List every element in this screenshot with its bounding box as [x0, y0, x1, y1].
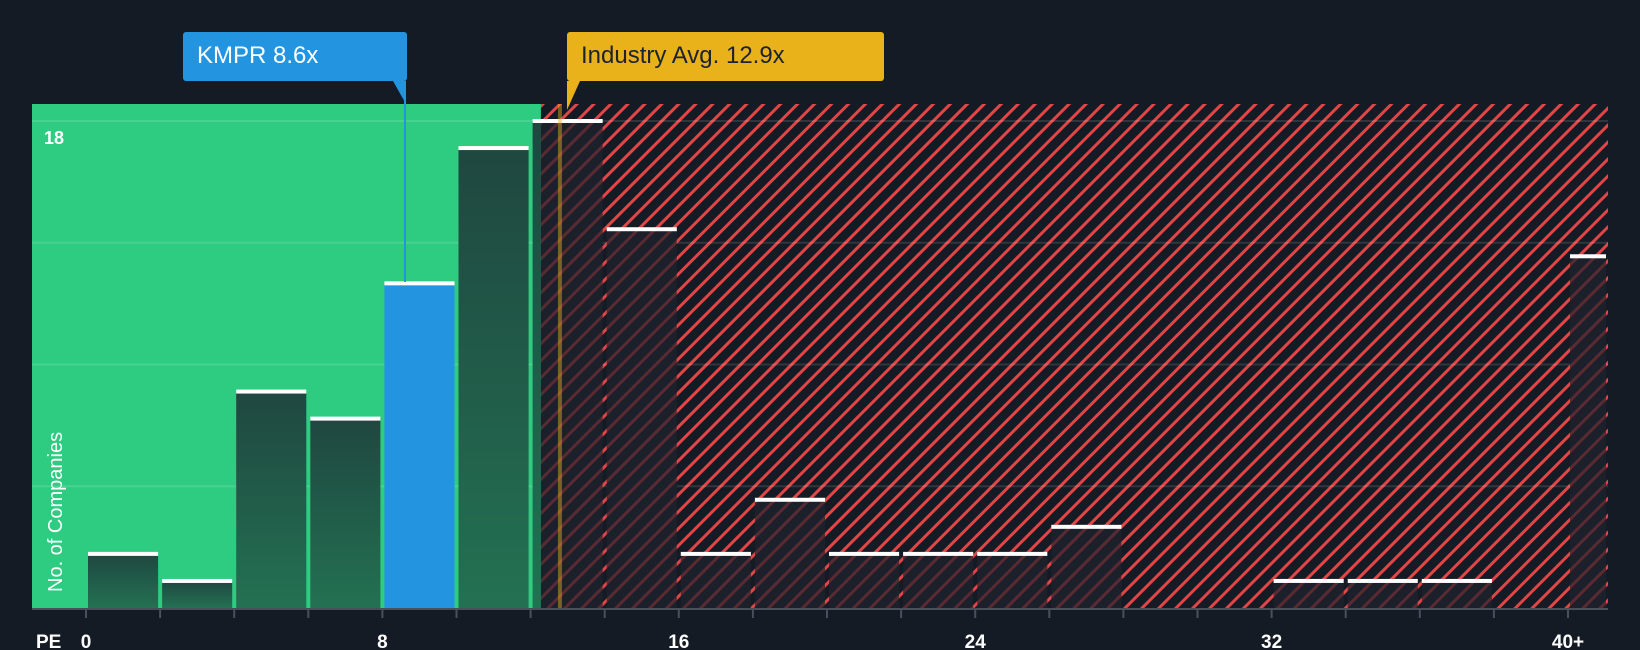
- bar-cap: [903, 551, 974, 556]
- company-pe-callout: KMPR 8.6x: [183, 32, 407, 81]
- bar-cap: [1051, 524, 1122, 529]
- markers: [393, 81, 580, 608]
- x-axis: 0 8 16 24 32 40+: [32, 608, 1608, 650]
- y-max-label: 18: [44, 128, 64, 148]
- x-tick-label: 32: [1261, 632, 1282, 650]
- histogram-bar: [829, 553, 900, 608]
- x-tick-label: 8: [377, 632, 388, 650]
- histogram-bar: [754, 499, 825, 608]
- histogram-bar: [458, 148, 529, 609]
- bar-cap: [1570, 254, 1606, 259]
- histogram-bar: [310, 418, 381, 608]
- histogram-bar: [88, 553, 159, 608]
- histogram-bar: [236, 391, 307, 608]
- industry-callout-pointer: [567, 81, 580, 110]
- industry-average-callout: Industry Avg. 12.9x: [567, 32, 884, 81]
- bar-cap: [754, 497, 825, 502]
- bar-cap: [310, 416, 381, 421]
- histogram-bar: [162, 580, 233, 608]
- bar-cap: [680, 551, 751, 556]
- bar-cap: [829, 551, 900, 556]
- bar-cap: [977, 551, 1048, 556]
- bar-cap: [384, 281, 455, 286]
- bar-cap: [532, 119, 603, 123]
- histogram-bar: [1347, 580, 1418, 608]
- bar-cap: [162, 578, 233, 583]
- histogram-bar: [977, 553, 1048, 608]
- histogram-bar: [532, 121, 541, 608]
- y-axis-title: No. of Companies: [45, 432, 67, 592]
- bar-cap: [458, 146, 529, 151]
- x-axis-title: PE: [36, 632, 61, 650]
- bar-cap: [1347, 578, 1418, 583]
- histogram-bar: [384, 283, 455, 608]
- company-callout-pointer: [393, 81, 406, 104]
- above-average-region: [540, 104, 1608, 608]
- histogram-bar: [1051, 526, 1122, 608]
- histogram-bar: [1421, 580, 1492, 608]
- x-tick-label: 24: [965, 632, 987, 650]
- bar-cap: [236, 389, 307, 394]
- bars: [88, 119, 1606, 609]
- x-tick-label: 16: [668, 632, 689, 650]
- bar-cap: [1421, 578, 1492, 583]
- histogram-bar: [680, 553, 751, 608]
- bar-cap: [1273, 578, 1344, 583]
- histogram-bar: [1273, 580, 1344, 608]
- histogram-bar: [903, 553, 974, 608]
- histogram-bar: [1570, 256, 1606, 608]
- histogram-bar: [540, 121, 603, 608]
- histogram-bar: [606, 229, 677, 608]
- bar-cap: [88, 551, 159, 556]
- x-tick-label: 40+: [1552, 632, 1584, 650]
- x-tick-label: 0: [81, 632, 92, 650]
- bar-cap: [606, 227, 677, 232]
